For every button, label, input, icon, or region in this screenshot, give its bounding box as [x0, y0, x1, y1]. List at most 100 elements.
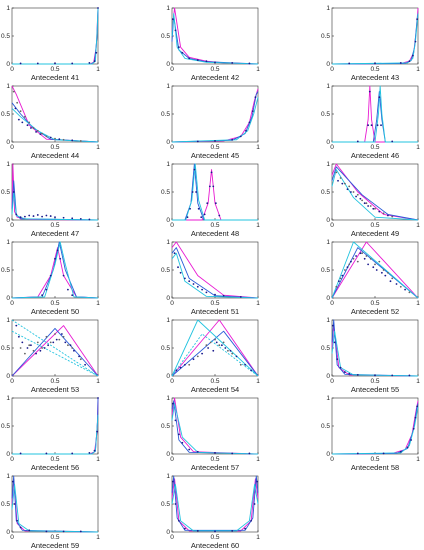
data-point — [196, 450, 199, 453]
data-point — [79, 217, 82, 220]
data-point — [71, 62, 74, 65]
data-point — [352, 257, 355, 260]
data-point — [175, 369, 178, 372]
x-axis-label: Antecedent 44 — [31, 151, 79, 160]
data-point — [174, 503, 177, 505]
data-point — [32, 215, 35, 217]
data-point — [179, 271, 182, 274]
data-point — [378, 260, 381, 263]
data-point — [16, 519, 19, 522]
data-point — [374, 62, 376, 65]
data-point — [404, 288, 406, 291]
data-point — [193, 168, 196, 171]
data-point — [60, 333, 63, 335]
series-line — [11, 85, 99, 143]
data-point — [408, 374, 411, 377]
x-tick-label: 0.5 — [370, 378, 379, 385]
data-point — [350, 191, 352, 193]
data-point — [188, 363, 191, 366]
data-point — [336, 358, 339, 361]
y-tick-label: 0.5 — [321, 267, 330, 274]
x-tick-label: 0 — [10, 222, 14, 229]
data-point — [231, 452, 234, 455]
x-tick-label: 1 — [96, 534, 100, 541]
data-point — [408, 291, 411, 294]
chart-panel: 0 0.5 1 0 0.5 1 Antecedent 44 — [1, 83, 100, 160]
data-point — [346, 266, 349, 269]
series-line — [171, 330, 259, 377]
series-line — [12, 397, 99, 455]
x-tick-label: 0.5 — [50, 66, 59, 73]
x-tick-label: 0 — [330, 66, 334, 73]
data-point — [214, 202, 217, 205]
data-point — [374, 263, 376, 266]
y-tick-label: 0.5 — [321, 189, 330, 196]
data-point — [253, 503, 256, 505]
data-point — [67, 344, 69, 347]
x-axis-label: Antecedent 41 — [31, 73, 79, 82]
data-point — [348, 62, 351, 65]
x-tick-label: 0 — [330, 300, 334, 307]
data-point — [369, 257, 372, 260]
data-point — [195, 191, 197, 193]
series-line — [11, 241, 99, 299]
chart-panel: 0 0.5 1 0 0.5 1 Antecedent 54 — [161, 317, 260, 394]
data-point — [227, 349, 229, 352]
data-point — [88, 218, 91, 221]
y-tick-label: 1 — [326, 161, 330, 168]
x-axis-label: Antecedent 52 — [351, 307, 399, 316]
data-point — [370, 124, 373, 127]
series-line — [12, 7, 99, 65]
x-tick-label: 0 — [330, 222, 334, 229]
data-point — [97, 397, 99, 399]
data-point — [414, 40, 417, 43]
data-point — [359, 252, 362, 255]
chart-panel: 0 0.5 1 0 0.5 1 Antecedent 60 — [161, 473, 260, 550]
data-point — [177, 46, 180, 49]
data-point — [389, 280, 392, 283]
series-line — [11, 108, 99, 143]
data-point — [391, 140, 394, 143]
x-axis-label: Antecedent 59 — [31, 541, 79, 550]
data-point — [214, 61, 216, 64]
x-tick-label: 0.5 — [370, 66, 379, 73]
y-tick-label: 0.5 — [161, 501, 170, 508]
x-tick-label: 1 — [96, 456, 100, 463]
data-point — [215, 341, 218, 344]
data-point — [181, 441, 184, 444]
y-tick-label: 1 — [6, 395, 10, 402]
series-line — [331, 13, 419, 65]
data-point — [14, 107, 17, 110]
data-point — [15, 324, 18, 327]
data-point — [412, 427, 415, 430]
y-tick-label: 0.5 — [161, 33, 170, 40]
x-tick-label: 1 — [96, 222, 100, 229]
data-point — [62, 138, 65, 141]
data-point — [205, 291, 208, 294]
y-tick-label: 0 — [166, 139, 170, 146]
x-tick-label: 1 — [96, 144, 100, 151]
data-point — [368, 90, 371, 93]
y-tick-label: 0.5 — [1, 33, 10, 40]
data-point — [45, 530, 48, 533]
data-point — [52, 341, 55, 344]
series-line — [11, 483, 99, 533]
axes-box — [171, 7, 259, 65]
data-point — [378, 210, 381, 213]
y-tick-label: 1 — [326, 239, 330, 246]
data-point — [177, 266, 179, 269]
series-line — [331, 247, 419, 299]
data-point — [21, 121, 24, 124]
y-tick-label: 0 — [326, 61, 330, 68]
data-point — [188, 280, 191, 283]
data-point — [54, 137, 56, 140]
data-point — [196, 355, 199, 358]
chart-panel: 0 0.5 1 0 0.5 1 Antecedent 47 — [1, 161, 100, 238]
data-point — [71, 347, 74, 349]
x-tick-label: 0 — [10, 378, 14, 385]
data-point — [30, 344, 32, 347]
data-point — [56, 249, 59, 252]
y-tick-label: 1 — [166, 5, 170, 12]
data-point — [375, 269, 378, 271]
data-point — [192, 283, 195, 285]
